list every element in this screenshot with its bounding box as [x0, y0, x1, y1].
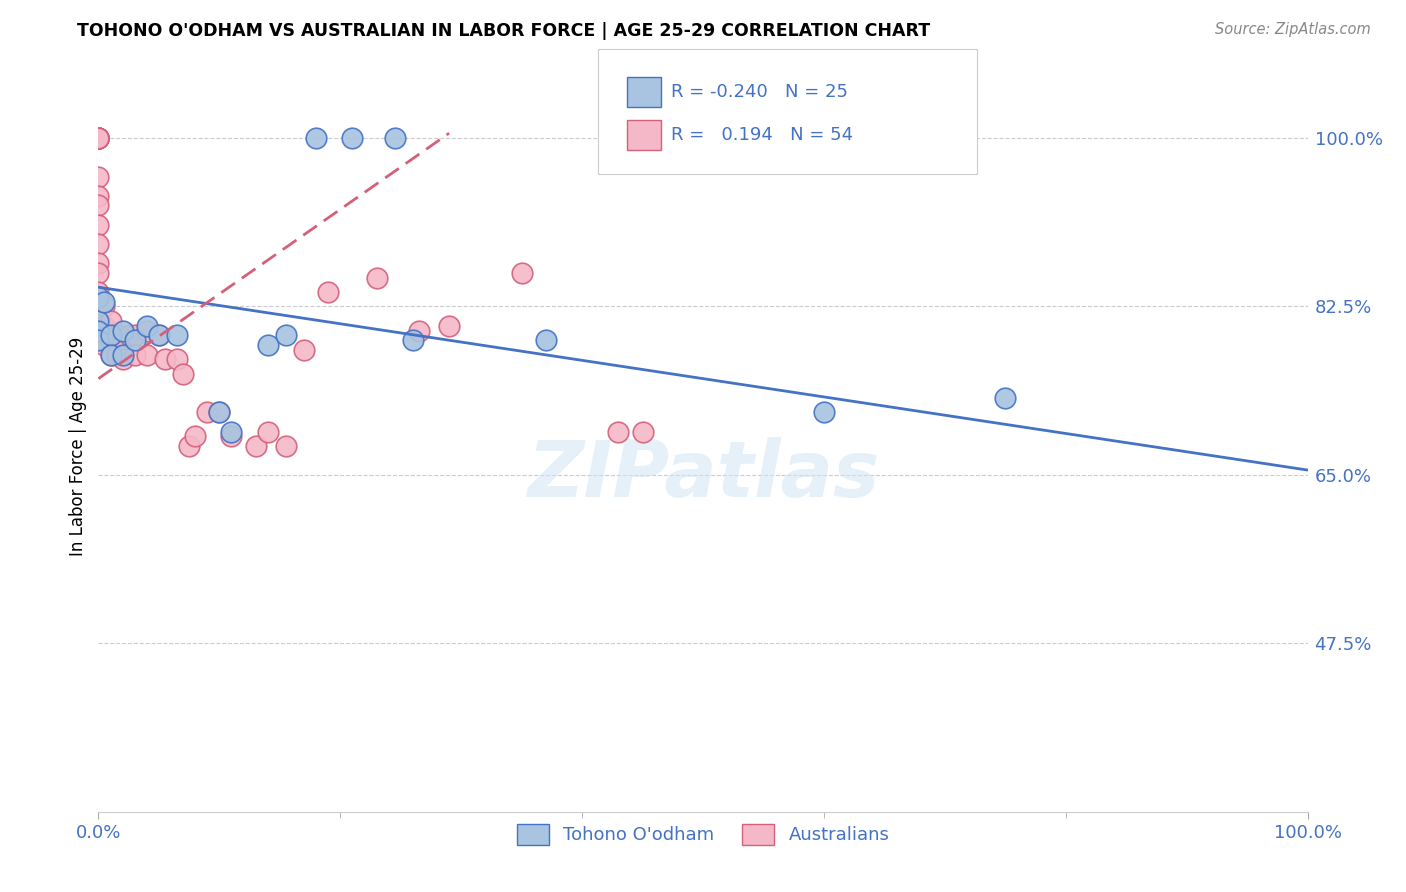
Text: R =   0.194   N = 54: R = 0.194 N = 54 [671, 126, 853, 144]
Point [316, 285, 339, 299]
Point [184, 429, 207, 443]
Point [292, 343, 315, 357]
Point [366, 270, 388, 285]
Legend: Tohono O'odham, Australians: Tohono O'odham, Australians [508, 815, 898, 854]
Point [87, 314, 110, 328]
Point [208, 405, 231, 419]
Point [305, 131, 328, 145]
Point [402, 333, 425, 347]
Point [87, 131, 110, 145]
Point [105, 328, 128, 343]
Point [87, 131, 110, 145]
Point [93, 300, 115, 314]
Point [135, 347, 157, 362]
Point [87, 131, 110, 145]
Point [256, 425, 278, 439]
Point [274, 328, 297, 343]
Point [87, 304, 110, 318]
Point [111, 352, 134, 367]
Point [111, 333, 134, 347]
Point [124, 347, 146, 362]
Point [994, 391, 1017, 405]
Point [87, 333, 110, 347]
Point [221, 429, 243, 443]
Point [384, 131, 406, 145]
Point [342, 131, 364, 145]
Point [100, 347, 122, 362]
Point [135, 318, 157, 333]
Point [166, 352, 188, 367]
Point [408, 324, 430, 338]
Point [135, 324, 157, 338]
Point [607, 425, 630, 439]
Point [87, 256, 110, 270]
Point [87, 188, 110, 202]
Text: R = -0.240   N = 25: R = -0.240 N = 25 [671, 83, 848, 101]
Point [813, 405, 835, 419]
Point [534, 333, 557, 347]
Point [510, 266, 533, 280]
Point [87, 198, 110, 212]
Point [87, 285, 110, 299]
Point [221, 425, 243, 439]
Point [93, 338, 115, 352]
Point [631, 425, 654, 439]
Text: Source: ZipAtlas.com: Source: ZipAtlas.com [1215, 22, 1371, 37]
Text: ZIPatlas: ZIPatlas [527, 437, 879, 513]
Point [100, 328, 122, 343]
Point [87, 169, 110, 184]
Point [87, 131, 110, 145]
Point [87, 324, 110, 338]
Point [87, 290, 110, 304]
Point [87, 333, 110, 347]
Point [93, 294, 115, 309]
Point [124, 328, 146, 343]
Point [111, 347, 134, 362]
Point [87, 266, 110, 280]
Point [256, 338, 278, 352]
Point [93, 318, 115, 333]
Point [100, 314, 122, 328]
Point [153, 352, 176, 367]
Y-axis label: In Labor Force | Age 25-29: In Labor Force | Age 25-29 [69, 336, 87, 556]
Point [111, 324, 134, 338]
Point [172, 367, 194, 381]
Point [148, 328, 170, 343]
Point [87, 131, 110, 145]
Point [245, 439, 267, 453]
Point [437, 318, 460, 333]
Point [118, 328, 141, 343]
Point [87, 131, 110, 145]
Point [166, 328, 188, 343]
Point [87, 236, 110, 251]
Text: TOHONO O'ODHAM VS AUSTRALIAN IN LABOR FORCE | AGE 25-29 CORRELATION CHART: TOHONO O'ODHAM VS AUSTRALIAN IN LABOR FO… [77, 22, 931, 40]
Point [87, 131, 110, 145]
Point [105, 347, 128, 362]
Point [179, 439, 201, 453]
Point [124, 333, 146, 347]
Point [100, 347, 122, 362]
Point [274, 439, 297, 453]
Point [100, 333, 122, 347]
Point [195, 405, 218, 419]
Point [87, 131, 110, 145]
Point [87, 218, 110, 232]
Point [148, 328, 170, 343]
Point [208, 405, 231, 419]
